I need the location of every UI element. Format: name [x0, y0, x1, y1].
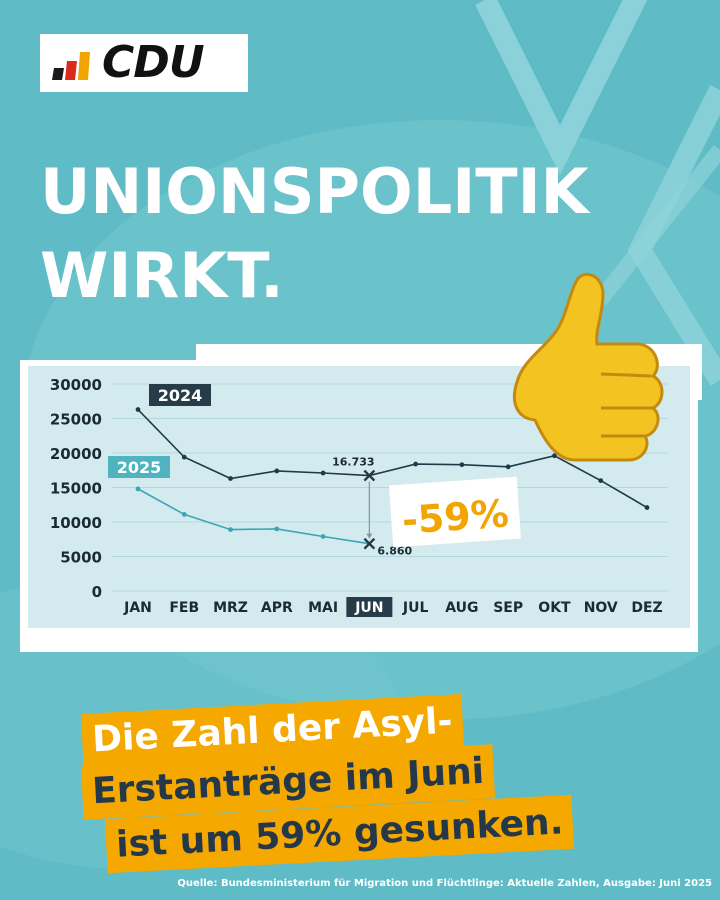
x-tick-label: AUG [445, 600, 478, 616]
thumb-fingers [600, 372, 653, 438]
data-point-2024 [644, 505, 650, 510]
headline: UNIONSPOLITIK WIRKT. [40, 150, 589, 318]
x-tick-label: OKT [538, 600, 571, 616]
data-point-2025 [135, 486, 141, 492]
data-point-2025 [181, 512, 187, 517]
data-point-2024 [274, 468, 280, 474]
data-point-2025 [228, 527, 233, 532]
x-tick-label: DEZ [631, 600, 662, 616]
data-point-2025 [274, 526, 280, 532]
thumb-hand [512, 272, 664, 462]
data-point-2024 [320, 470, 326, 476]
x-tick-label: JAN [123, 600, 152, 616]
data-point-2024 [228, 476, 233, 481]
x-tick-label: JUL [402, 600, 429, 616]
series-label-box-2024 [149, 384, 211, 406]
annotations: 16.733 6.860 -59% [332, 272, 664, 558]
data-point-2024 [459, 462, 465, 468]
source-note: Quelle: Bundesministerium für Migration … [177, 878, 712, 889]
series-lines: 2024 2025 [108, 384, 650, 545]
x-tick-label: NOV [584, 600, 618, 616]
series-label-2024: 2024 [158, 386, 203, 405]
series-label-2025: 2025 [117, 458, 162, 477]
thumbs-up-icon [512, 272, 664, 462]
x-axis-ticks: JAN FEB MRZ APR MAI JUN JUL AUG SEP OKT NOV DEZ [123, 597, 663, 617]
logo-wordmark: CDU [102, 37, 205, 88]
connector-arrowhead [366, 533, 373, 539]
x-tick-label: APR [261, 600, 293, 616]
series-line-2024 [137, 408, 648, 509]
data-point-2024 [598, 478, 604, 483]
y-tick-label: 25000 [50, 411, 102, 429]
x-tick-label: FEB [169, 600, 199, 616]
value-label-2024: 16.733 [332, 456, 374, 469]
y-tick-label: 30000 [50, 376, 102, 394]
y-tick-label: 10000 [50, 514, 102, 532]
y-axis-ticks: 0 5000 10000 15000 20000 25000 30000 [50, 376, 102, 601]
x-tick-label: MRZ [213, 600, 248, 616]
data-point-2025 [320, 534, 326, 539]
x-tick-label: SEP [493, 600, 523, 616]
x-tick-label: MAI [308, 600, 338, 616]
y-tick-label: 0 [92, 583, 102, 601]
data-point-2024 [181, 454, 187, 460]
cdu-logo: CDU [40, 34, 248, 92]
y-tick-label: 20000 [50, 445, 102, 463]
data-point-2024 [413, 461, 419, 467]
headline-line-2: WIRKT. [40, 239, 284, 312]
x-marker-2024 [363, 469, 376, 482]
x-tick-highlight [346, 597, 393, 617]
data-point-2024 [505, 464, 511, 470]
data-point-2024 [552, 453, 557, 459]
headline-line-1: UNIONSPOLITIK [40, 155, 589, 228]
x-tick-label: JUN [354, 600, 383, 616]
y-tick-label: 15000 [50, 480, 102, 498]
series-line-2025 [137, 488, 370, 545]
series-label-box-2025 [108, 456, 170, 478]
data-point-2024 [135, 407, 141, 412]
change-badge [388, 476, 522, 548]
cdu-bars-icon [52, 52, 90, 80]
y-tick-label: 5000 [60, 549, 102, 567]
value-label-2025: 6.860 [377, 545, 412, 558]
x-marker-2025 [363, 537, 376, 550]
change-value: -59% [401, 491, 511, 542]
